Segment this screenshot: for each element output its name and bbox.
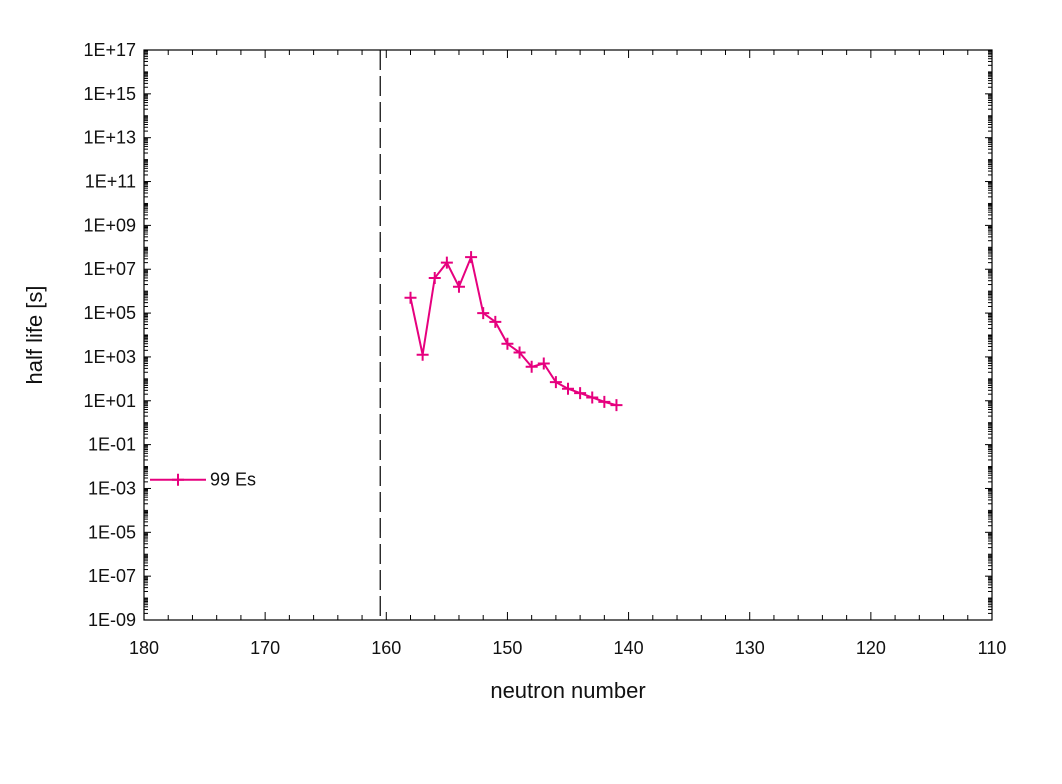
y-tick-label: 1E+03 [83,347,136,367]
x-tick-label: 180 [129,638,159,658]
data-point [428,272,441,284]
data-point [477,307,490,320]
y-tick-label: 1E-07 [88,566,136,586]
series-line [409,253,617,407]
y-tick-label: 1E+11 [85,172,136,192]
data-point [549,376,562,389]
x-tick-label: 140 [614,638,644,658]
y-tick-label: 1E-01 [88,435,136,455]
data-point [440,256,453,269]
plot-frame [143,49,993,621]
y-tick-label: 1E-03 [88,478,136,498]
legend-marker [172,473,184,486]
data-point [537,357,550,370]
x-axis-title: neutron number [490,678,645,703]
data-point [501,337,514,350]
data-point [513,346,526,359]
y-tick-label: 1E+05 [83,303,136,323]
data-point [586,391,599,404]
data-point [574,387,587,400]
x-tick-label: 160 [371,638,401,658]
y-axis-title: half life [s] [22,285,47,384]
y-tick-label: 1E+09 [83,215,136,235]
y-tick-label: 1E+07 [83,259,136,279]
y-tick-label: 1E+17 [83,40,136,60]
x-tick-label: 130 [735,638,765,658]
data-point [465,251,478,264]
y-tick-label: 1E+15 [83,84,136,104]
x-tick-label: 110 [978,638,1007,658]
data-point [562,382,574,395]
data-point [404,291,417,304]
data-point [598,395,611,408]
data-point [452,280,465,293]
data-point [610,399,623,412]
x-tick-label: 120 [856,638,886,658]
data-point [525,360,538,373]
x-tick-label: 150 [492,638,522,658]
data-point [416,348,429,361]
y-tick-label: 1E+01 [83,391,136,411]
y-tick-label: 1E-05 [88,522,136,542]
data-point [489,315,502,328]
y-tick-label: 1E+13 [83,128,136,148]
x-tick-label: 170 [250,638,280,658]
y-tick-label: 1E-09 [88,610,136,630]
legend-label: 99 Es [210,470,256,490]
